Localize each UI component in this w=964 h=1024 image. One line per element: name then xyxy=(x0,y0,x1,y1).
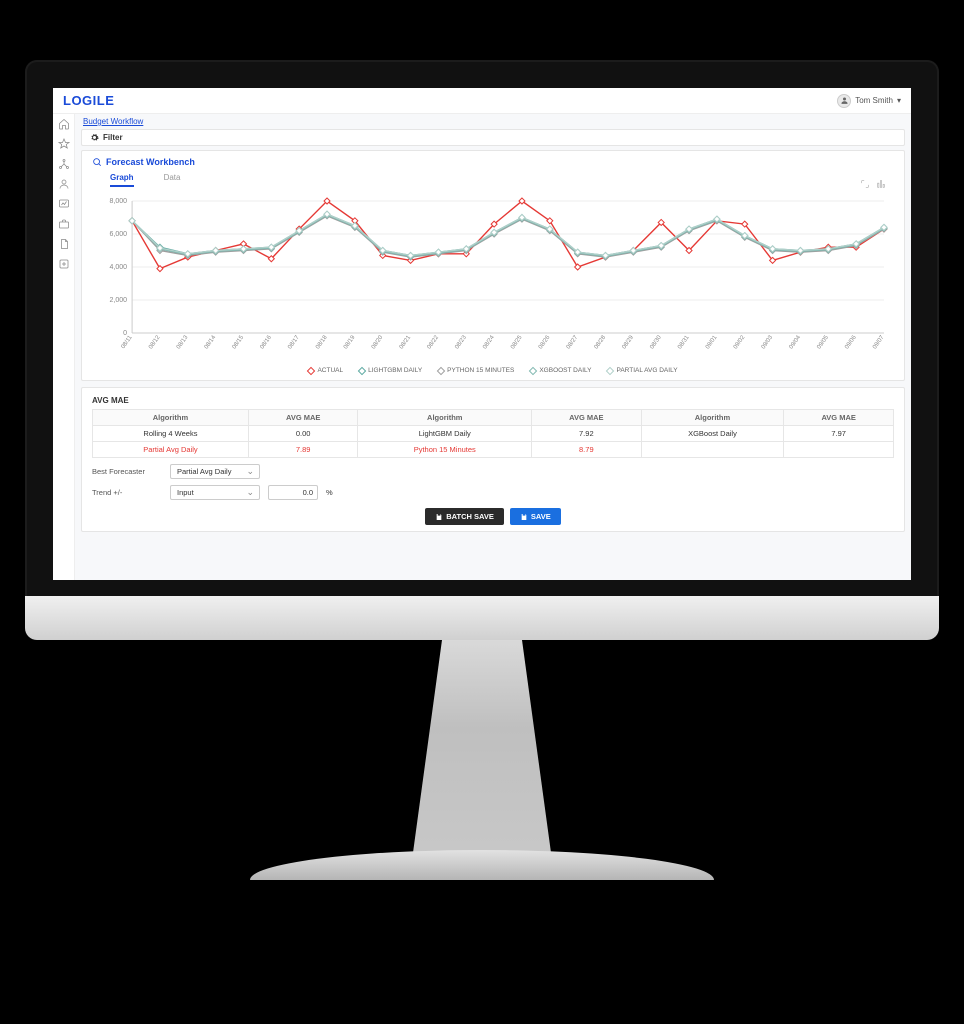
mae-table: AlgorithmAVG MAEAlgorithmAVG MAEAlgorith… xyxy=(92,409,894,458)
svg-text:09/03: 09/03 xyxy=(761,334,775,350)
svg-text:08/13: 08/13 xyxy=(176,334,190,350)
gear-icon xyxy=(90,133,99,142)
svg-text:08/14: 08/14 xyxy=(204,334,218,350)
svg-text:08/23: 08/23 xyxy=(454,334,468,350)
svg-text:09/06: 09/06 xyxy=(844,334,858,350)
tab-graph[interactable]: Graph xyxy=(110,173,134,187)
svg-text:09/05: 09/05 xyxy=(816,334,830,350)
mae-heading: AVG MAE xyxy=(92,396,894,405)
save-button[interactable]: SAVE xyxy=(510,508,561,525)
trend-row: Trend +/- Input 0.0 % xyxy=(92,485,894,500)
svg-text:08/12: 08/12 xyxy=(148,334,162,350)
legend-item[interactable]: LIGHTGBM DAILY xyxy=(359,367,422,374)
filter-bar[interactable]: Filter xyxy=(81,129,905,146)
trend-select[interactable]: Input xyxy=(170,485,260,500)
trend-value-input[interactable]: 0.0 xyxy=(268,485,318,500)
svg-text:08/29: 08/29 xyxy=(621,334,635,350)
svg-text:09/01: 09/01 xyxy=(705,334,719,350)
best-forecaster-row: Best Forecaster Partial Avg Daily xyxy=(92,464,894,479)
svg-text:09/04: 09/04 xyxy=(789,334,803,350)
user-icon[interactable] xyxy=(58,178,70,190)
star-icon[interactable] xyxy=(58,138,70,150)
app-body: Budget Workflow Filter Forecast Workbenc… xyxy=(53,114,911,580)
svg-text:08/31: 08/31 xyxy=(677,334,691,350)
best-forecaster-select[interactable]: Partial Avg Daily xyxy=(170,464,260,479)
best-forecaster-label: Best Forecaster xyxy=(92,467,162,476)
svg-text:08/19: 08/19 xyxy=(343,334,357,350)
user-name: Tom Smith xyxy=(855,96,893,105)
screen: LOGILE Tom Smith ▾ xyxy=(53,88,911,580)
caret-down-icon: ▾ xyxy=(897,96,901,105)
svg-text:08/22: 08/22 xyxy=(427,334,441,350)
svg-text:08/21: 08/21 xyxy=(399,334,413,350)
briefcase-icon[interactable] xyxy=(58,218,70,230)
trend-unit: % xyxy=(326,488,333,497)
batch-save-button[interactable]: BATCH SAVE xyxy=(425,508,504,525)
svg-text:08/26: 08/26 xyxy=(538,334,552,350)
breadcrumb: Budget Workflow xyxy=(75,114,911,129)
export-icon[interactable] xyxy=(58,258,70,270)
svg-text:08/27: 08/27 xyxy=(566,334,580,350)
trend-label: Trend +/- xyxy=(92,488,162,497)
mae-card: AVG MAE AlgorithmAVG MAEAlgorithmAVG MAE… xyxy=(81,387,905,532)
svg-text:08/18: 08/18 xyxy=(315,334,329,350)
dashboard-icon[interactable] xyxy=(58,198,70,210)
monitor-stand-neck xyxy=(382,640,582,860)
legend-item[interactable]: PARTIAL AVG DAILY xyxy=(607,367,677,374)
svg-text:09/02: 09/02 xyxy=(733,334,747,350)
legend-item[interactable]: XGBOOST DAILY xyxy=(530,367,591,374)
topbar: LOGILE Tom Smith ▾ xyxy=(53,88,911,114)
legend-item[interactable]: ACTUAL xyxy=(308,367,343,374)
filter-label: Filter xyxy=(103,133,123,142)
svg-text:08/20: 08/20 xyxy=(371,334,385,350)
workbench-card: Forecast Workbench Graph Data 0 2,000 4,00… xyxy=(81,150,905,381)
org-icon[interactable] xyxy=(58,158,70,170)
chart-legend: ACTUAL LIGHTGBM DAILY PYTHON 15 MINUTES … xyxy=(92,367,894,374)
app-logo: LOGILE xyxy=(63,93,114,108)
svg-text:6,000: 6,000 xyxy=(110,231,128,238)
svg-text:09/07: 09/07 xyxy=(872,334,886,350)
home-icon[interactable] xyxy=(58,118,70,130)
card-title: Forecast Workbench xyxy=(92,157,894,167)
chart-expand-icon[interactable] xyxy=(860,179,870,191)
svg-text:4,000: 4,000 xyxy=(110,264,128,271)
svg-text:08/30: 08/30 xyxy=(649,334,663,350)
main-content: Budget Workflow Filter Forecast Workbenc… xyxy=(75,114,911,580)
svg-text:08/28: 08/28 xyxy=(594,334,608,350)
svg-text:08/16: 08/16 xyxy=(259,334,273,350)
tabs: Graph Data xyxy=(110,173,894,187)
tab-data[interactable]: Data xyxy=(164,173,181,187)
card-title-text: Forecast Workbench xyxy=(106,157,195,167)
svg-text:8,000: 8,000 xyxy=(110,198,128,205)
chart: 02,0004,0006,0008,00008/1108/1208/1308/1… xyxy=(92,193,894,363)
legend-item[interactable]: PYTHON 15 MINUTES xyxy=(438,367,514,374)
svg-text:08/17: 08/17 xyxy=(287,334,301,350)
batch-save-label: BATCH SAVE xyxy=(446,512,494,521)
user-menu[interactable]: Tom Smith ▾ xyxy=(837,94,901,108)
sidebar xyxy=(53,114,75,580)
doc-icon[interactable] xyxy=(58,238,70,250)
monitor-frame: LOGILE Tom Smith ▾ xyxy=(25,60,939,640)
chart-toolbar xyxy=(860,179,886,191)
svg-text:08/15: 08/15 xyxy=(232,334,246,350)
action-row: BATCH SAVE SAVE xyxy=(92,508,894,525)
breadcrumb-link[interactable]: Budget Workflow xyxy=(83,117,143,126)
svg-text:2,000: 2,000 xyxy=(110,297,128,304)
monitor-stand-base xyxy=(250,850,714,880)
monitor-chin xyxy=(25,596,939,640)
avatar-icon xyxy=(837,94,851,108)
svg-text:08/25: 08/25 xyxy=(510,334,524,350)
svg-text:0: 0 xyxy=(123,330,127,337)
chart-settings-icon[interactable] xyxy=(876,179,886,191)
svg-text:08/24: 08/24 xyxy=(482,334,496,350)
save-label: SAVE xyxy=(531,512,551,521)
